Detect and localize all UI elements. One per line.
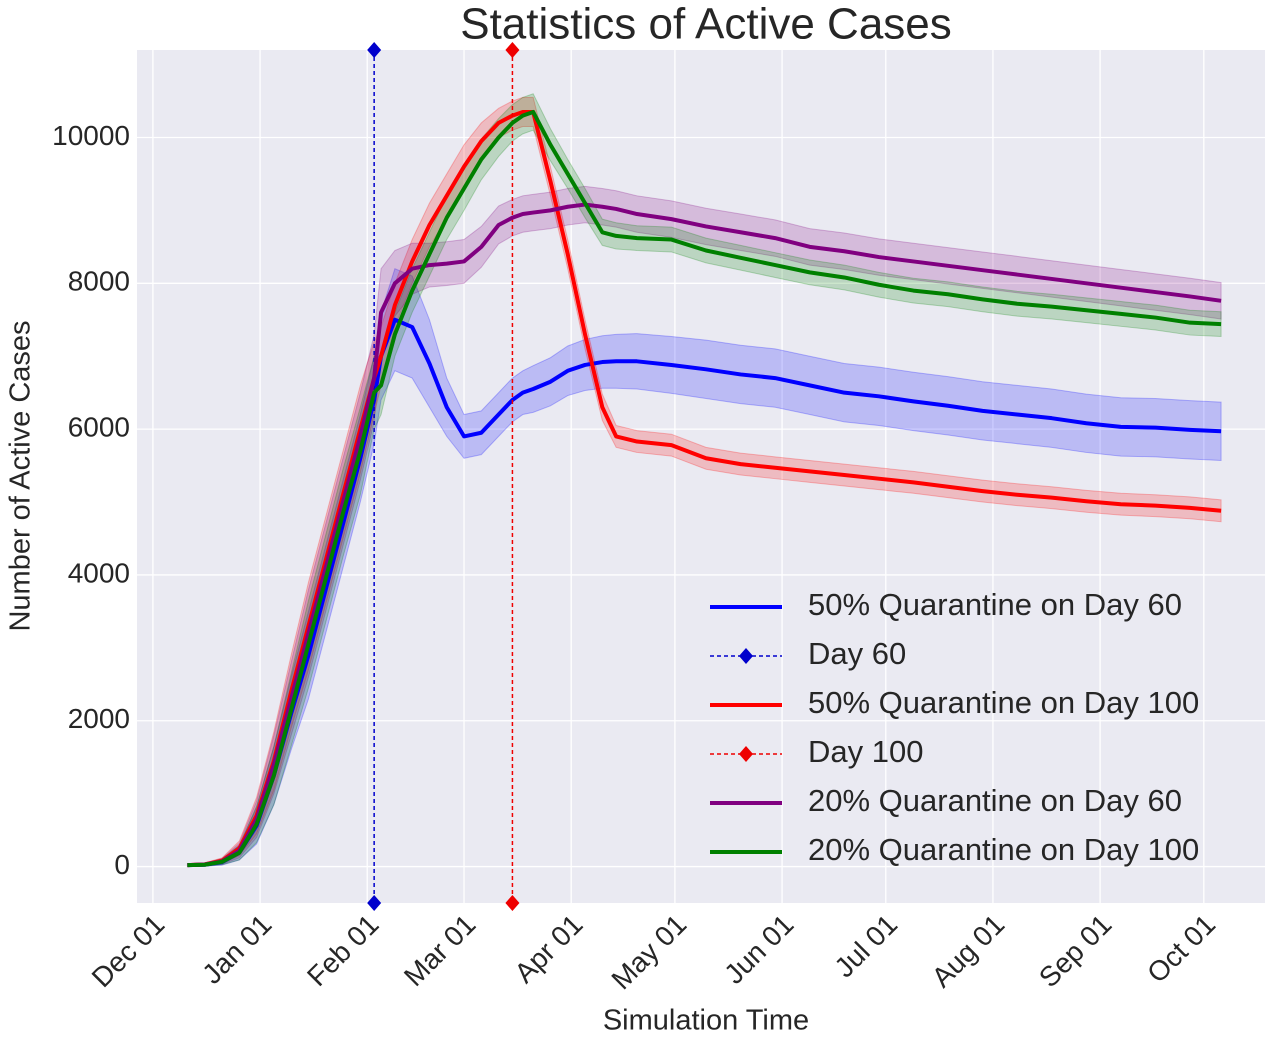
legend-label: 50% Quarantine on Day 100	[808, 685, 1199, 720]
y-tick-label: 2000	[68, 703, 130, 734]
chart-title: Statistics of Active Cases	[460, 0, 952, 49]
error-band	[186, 93, 1222, 868]
y-tick-label: 6000	[68, 412, 130, 443]
x-tick-label: Jan 01	[196, 909, 277, 990]
vertical-line-marker	[367, 42, 382, 58]
legend: 50% Quarantine on Day 60 Day 60 50% Quaran…	[710, 587, 1199, 867]
vertical-line-marker	[505, 42, 520, 58]
legend-marker	[739, 746, 753, 762]
legend-label: Day 100	[808, 734, 923, 769]
legend-label: 50% Quarantine on Day 60	[808, 587, 1182, 622]
vertical-line-marker	[367, 895, 382, 911]
x-tick-label: Dec 01	[86, 909, 171, 994]
y-tick-label: 8000	[68, 266, 130, 297]
x-axis-label: Simulation Time	[603, 1005, 809, 1037]
x-tick-label: May 01	[606, 909, 693, 996]
y-tick-label: 4000	[68, 557, 130, 588]
x-tick-label: Aug 01	[926, 909, 1011, 994]
x-tick-label: Jul 01	[828, 909, 903, 984]
x-tick-label: Apr 01	[508, 909, 588, 989]
error-band	[186, 268, 1222, 868]
vertical-line-marker	[505, 895, 520, 911]
plot-area	[137, 50, 1265, 903]
legend-label: 20% Quarantine on Day 60	[808, 783, 1182, 818]
series-line	[187, 202, 1222, 868]
series-line	[187, 317, 1222, 868]
error-band	[186, 96, 1222, 868]
plot-series	[186, 42, 1222, 911]
x-tick-label: Mar 01	[398, 909, 482, 993]
y-tick-label: 0	[114, 849, 130, 880]
x-tick-label: Sep 01	[1033, 909, 1118, 994]
legend-label: Day 60	[808, 636, 906, 671]
y-axis-label: Number of Active Cases	[5, 320, 37, 631]
legend-label: 20% Quarantine on Day 100	[808, 832, 1199, 867]
series-line	[187, 109, 1222, 868]
y-tick-label: 10000	[52, 120, 130, 151]
x-tick-label: Jun 01	[718, 909, 799, 990]
x-tick-label: Oct 01	[1141, 909, 1221, 989]
legend-marker	[739, 648, 753, 664]
x-tick-label: Feb 01	[301, 909, 385, 993]
